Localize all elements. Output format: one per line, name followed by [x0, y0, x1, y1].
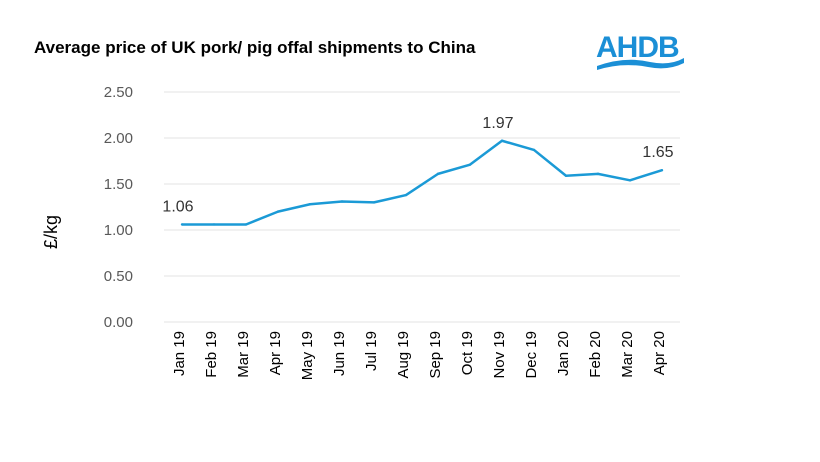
data-point: [532, 148, 536, 152]
data-point: [212, 223, 216, 226]
x-tick-label: Apr 19: [267, 331, 284, 375]
data-point: [180, 223, 184, 226]
data-point: [372, 201, 376, 204]
data-point: [308, 203, 312, 206]
data-label: 1.97: [482, 115, 513, 132]
x-tick-label: Jun 19: [331, 331, 348, 376]
ahdb-logo: AHDB: [596, 31, 679, 64]
y-axis-label: £/kg: [41, 215, 61, 249]
chart-title: Average price of UK pork/ pig offal ship…: [34, 38, 476, 57]
x-tick-label: Feb 20: [587, 331, 604, 378]
x-tick-label: Feb 19: [203, 331, 220, 378]
data-label: 1.06: [162, 198, 193, 215]
y-tick-label: 1.50: [104, 176, 133, 193]
data-label: 1.65: [642, 144, 673, 161]
x-tick-label: May 19: [299, 331, 316, 380]
logo-wave-icon: [597, 58, 684, 70]
data-point: [468, 163, 472, 166]
data-point: [276, 210, 280, 213]
x-tick-label: Aug 19: [395, 331, 412, 379]
data-point: [404, 193, 408, 197]
data-point: [340, 200, 344, 203]
x-tick-label: Nov 19: [491, 331, 508, 379]
x-tick-label: Jan 19: [171, 331, 188, 376]
x-tick-label: Dec 19: [523, 331, 540, 379]
x-tick-label: Mar 20: [619, 331, 636, 378]
x-tick-label: Mar 19: [235, 331, 252, 378]
series-line: [182, 139, 663, 226]
data-point: [596, 172, 600, 176]
data-point: [628, 179, 632, 182]
y-tick-label: 0.50: [104, 268, 133, 285]
x-tick-label: Apr 20: [651, 331, 668, 375]
data-point: [244, 223, 248, 226]
y-tick-label: 1.00: [104, 222, 133, 239]
y-tick-label: 2.50: [104, 84, 133, 101]
y-tick-label: 2.00: [104, 130, 133, 147]
data-point: [660, 169, 664, 172]
x-tick-label: Jul 19: [363, 331, 380, 371]
x-tick-label: Oct 19: [459, 331, 476, 375]
x-tick-label: Sep 19: [427, 331, 444, 379]
x-tick-label: Jan 20: [555, 331, 572, 376]
data-point: [500, 139, 504, 142]
y-tick-label: 0.00: [104, 314, 133, 331]
data-point: [564, 174, 568, 177]
data-point: [436, 172, 440, 176]
